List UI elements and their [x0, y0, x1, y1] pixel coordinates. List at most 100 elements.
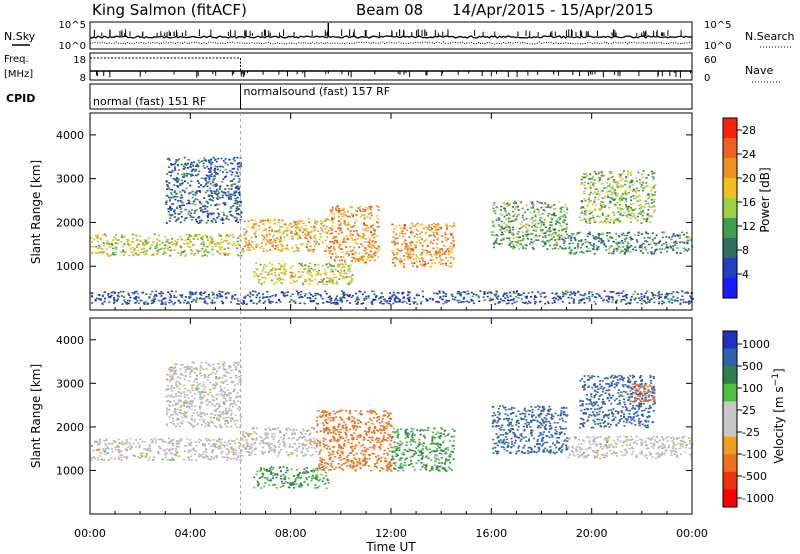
scatter-mark — [635, 191, 638, 194]
scatter-mark — [211, 181, 214, 183]
scatter-mark — [339, 224, 342, 226]
scatter-mark — [98, 294, 101, 296]
power-colorbar-swatch — [723, 278, 737, 299]
scatter-mark — [222, 363, 225, 366]
scatter-mark — [242, 300, 245, 302]
scatter-mark — [593, 185, 595, 187]
scatter-mark — [165, 240, 168, 243]
scatter-mark — [226, 395, 228, 397]
scatter-mark — [421, 290, 424, 293]
scatter-mark — [225, 234, 228, 236]
scatter-mark — [209, 169, 212, 172]
scatter-mark — [172, 459, 174, 462]
scatter-mark — [230, 173, 233, 176]
scatter-mark — [569, 291, 572, 293]
scatter-mark — [444, 262, 447, 265]
scatter-mark — [599, 178, 601, 181]
scatter-mark — [615, 204, 618, 206]
scatter-mark — [237, 187, 240, 190]
scatter-mark — [309, 299, 312, 302]
scatter-mark — [309, 235, 312, 237]
scatter-mark — [330, 250, 333, 252]
scatter-mark — [156, 246, 159, 249]
scatter-mark — [225, 217, 228, 220]
scatter-mark — [168, 301, 171, 304]
scatter-mark — [200, 177, 203, 179]
scatter-mark — [235, 199, 238, 202]
scatter-mark — [177, 172, 179, 175]
scatter-mark — [177, 217, 180, 219]
scatter-mark — [220, 450, 223, 453]
scatter-mark — [640, 184, 643, 186]
scatter-mark — [221, 180, 224, 183]
scatter-mark — [404, 246, 407, 248]
scatter-mark — [363, 291, 366, 294]
scatter-mark — [231, 215, 234, 217]
scatter-mark — [395, 225, 398, 228]
scatter-mark — [327, 296, 330, 299]
scatter-mark — [406, 255, 409, 258]
scatter-mark — [622, 193, 624, 195]
scatter-mark — [536, 208, 539, 211]
scatter-mark — [363, 256, 366, 258]
scatter-mark — [237, 181, 240, 183]
scatter-mark — [126, 238, 129, 241]
power-colorbar-swatch — [723, 218, 737, 239]
scatter-mark — [229, 207, 232, 210]
scatter-mark — [208, 195, 211, 197]
scatter-mark — [591, 244, 594, 247]
scatter-mark — [175, 180, 178, 182]
scatter-mark — [170, 414, 172, 416]
scatter-mark — [565, 290, 568, 292]
scatter-mark — [406, 229, 409, 231]
scatter-mark — [436, 300, 439, 303]
scatter-mark — [425, 226, 428, 229]
scatter-mark — [153, 300, 155, 303]
scatter-mark — [356, 303, 359, 305]
scatter-mark — [416, 266, 419, 268]
scatter-mark — [315, 271, 318, 273]
scatter-mark — [96, 448, 99, 451]
scatter-mark — [225, 215, 228, 217]
scatter-mark — [162, 449, 165, 452]
scatter-mark — [243, 228, 246, 230]
scatter-mark — [333, 249, 336, 251]
scatter-mark — [328, 298, 331, 300]
scatter-mark — [155, 238, 158, 240]
scatter-mark — [488, 299, 491, 302]
scatter-mark — [419, 236, 422, 239]
scatter-mark — [582, 251, 585, 254]
scatter-mark — [635, 195, 638, 198]
scatter-mark — [627, 211, 630, 213]
scatter-mark — [291, 265, 293, 268]
scatter-mark — [274, 241, 277, 244]
scatter-mark — [240, 212, 243, 214]
scatter-mark — [122, 290, 125, 293]
scatter-mark — [176, 218, 179, 221]
scatter-mark — [325, 280, 328, 283]
scatter-mark — [169, 174, 172, 177]
scatter-mark — [523, 225, 525, 227]
scatter-mark — [314, 265, 317, 267]
scatter-mark — [290, 222, 293, 225]
scatter-mark — [342, 292, 345, 295]
scatter-mark — [153, 455, 156, 458]
scatter-mark — [500, 233, 503, 236]
scatter-mark — [550, 221, 553, 223]
scatter-mark — [549, 213, 552, 215]
scatter-mark — [512, 297, 515, 300]
scatter-mark — [205, 447, 208, 450]
scatter-mark — [539, 226, 542, 228]
scatter-mark — [597, 246, 600, 248]
scatter-mark — [521, 226, 524, 229]
scatter-mark — [344, 261, 347, 263]
scatter-mark — [180, 246, 183, 248]
scatter-mark — [347, 269, 350, 271]
scatter-mark — [232, 241, 235, 243]
scatter-mark — [577, 231, 580, 234]
scatter-mark — [230, 417, 233, 419]
scatter-mark — [183, 411, 186, 414]
scatter-mark — [234, 194, 236, 197]
scatter-mark — [690, 239, 693, 241]
scatter-mark — [238, 370, 240, 373]
